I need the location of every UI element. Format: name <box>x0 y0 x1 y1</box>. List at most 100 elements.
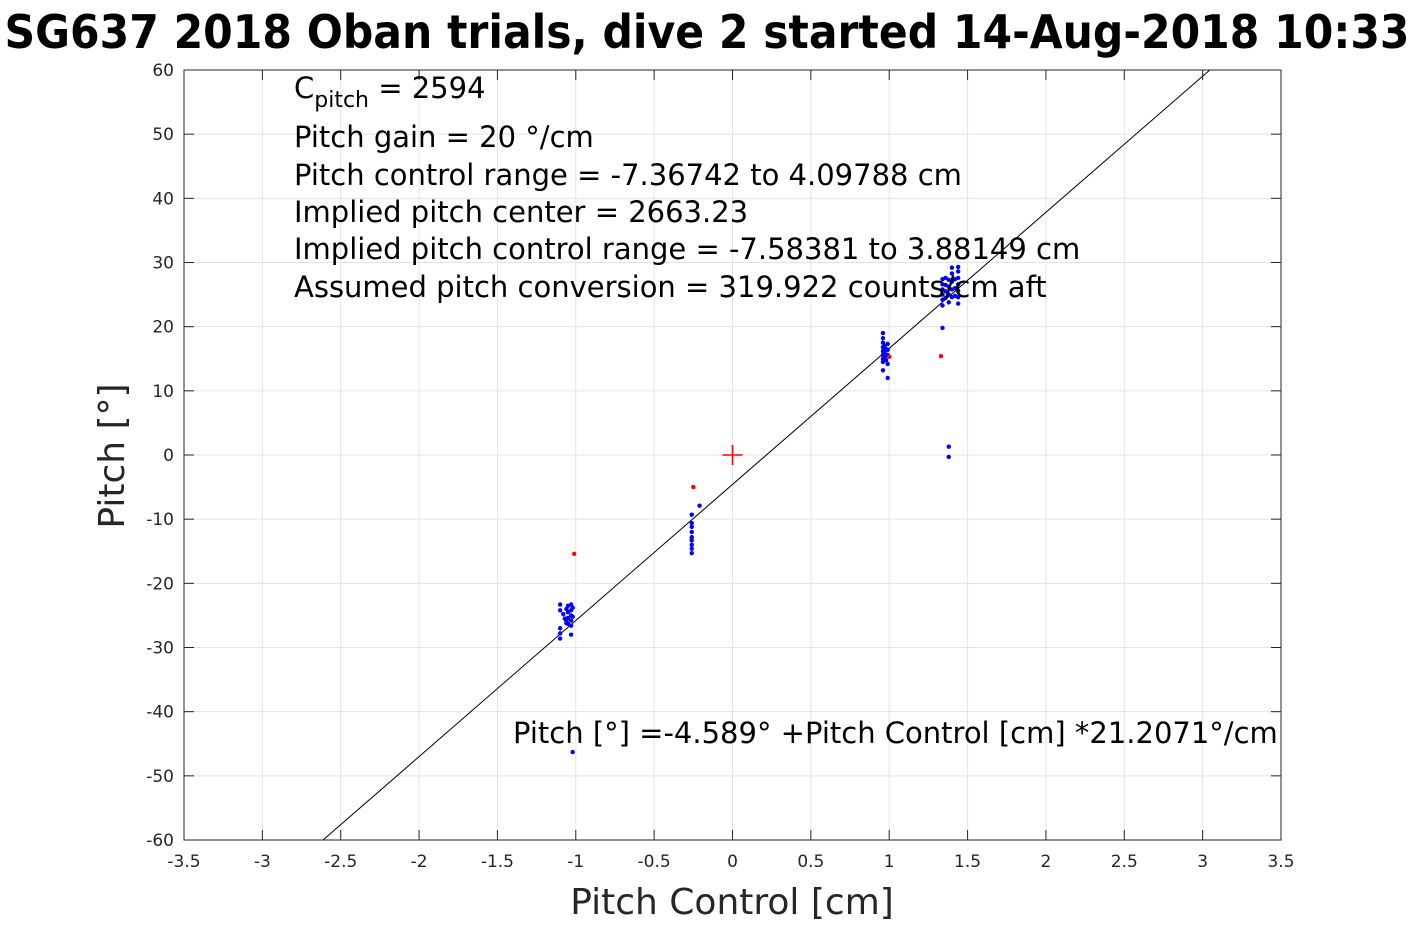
data-point-blue <box>940 303 945 308</box>
data-point-blue <box>946 300 951 305</box>
data-point-blue <box>885 375 890 381</box>
data-point-blue <box>689 529 694 535</box>
c-pitch-value: = 2594 <box>369 71 486 105</box>
y-axis-label: Pitch [°] <box>92 383 133 528</box>
data-point-blue <box>955 282 961 287</box>
data-point-blue <box>557 602 563 607</box>
data-point-red <box>887 354 892 360</box>
data-point-blue <box>949 279 955 284</box>
data-point-blue <box>946 454 951 460</box>
data-point-blue <box>955 269 961 274</box>
data-point-blue <box>955 275 961 281</box>
data-point-blue <box>885 341 890 347</box>
data-point-blue <box>940 292 945 297</box>
data-point-blue <box>570 749 575 755</box>
data-point-blue <box>689 550 694 556</box>
annotation-implied-pitch-control-range: Implied pitch control range = -7.58381 t… <box>294 232 1080 266</box>
c-pitch-subscript: pitch <box>314 88 369 113</box>
center-marker <box>722 445 743 465</box>
data-point-blue <box>949 265 955 270</box>
data-point-blue <box>883 357 889 363</box>
data-point-blue <box>568 618 574 623</box>
x-tick-label: 2 <box>1041 852 1052 872</box>
data-point-blue <box>689 512 694 517</box>
data-point-blue <box>689 538 694 543</box>
data-point-blue <box>697 503 702 508</box>
data-point-blue <box>946 292 951 297</box>
data-point-blue <box>557 636 563 641</box>
x-tick-label: -3 <box>254 852 271 872</box>
x-tick-label: -1.5 <box>481 852 514 872</box>
data-point-blue <box>946 444 951 449</box>
y-tick-label: 20 <box>152 318 174 338</box>
annotation-pitch-control-range: Pitch control range = -7.36742 to 4.0978… <box>294 158 962 192</box>
data-point-blue <box>561 611 566 617</box>
data-points <box>557 264 961 755</box>
x-tick-label: 0 <box>727 852 738 872</box>
data-point-blue <box>570 614 575 619</box>
x-tick-label: 1.5 <box>954 852 981 872</box>
data-point-blue <box>949 271 955 276</box>
data-point-red <box>691 484 696 490</box>
data-point-blue <box>952 285 958 291</box>
data-point-blue <box>689 534 694 540</box>
y-tick-label: 30 <box>152 254 174 274</box>
data-point-blue <box>880 368 886 373</box>
x-tick-label: 3.5 <box>1267 852 1294 872</box>
data-point-blue <box>955 288 961 293</box>
y-tick-label: 40 <box>152 189 174 209</box>
y-tick-label: 60 <box>152 61 174 81</box>
x-tick-label: 2.5 <box>1111 852 1138 872</box>
x-tick-label: -0.5 <box>638 852 671 872</box>
data-point-blue <box>940 325 945 331</box>
x-tick-label: 1 <box>884 852 895 872</box>
y-tick-label: -10 <box>146 510 174 530</box>
data-point-red <box>938 353 944 359</box>
y-tick-label: -20 <box>146 574 174 594</box>
data-point-blue <box>880 330 886 336</box>
y-tick-label: -60 <box>146 831 174 851</box>
data-point-blue <box>557 631 563 636</box>
data-point-blue <box>565 615 571 621</box>
y-tick-label: -40 <box>146 703 174 723</box>
x-tick-label: -2.5 <box>324 852 357 872</box>
data-point-blue <box>955 264 961 270</box>
data-point-blue <box>689 546 694 551</box>
annotation-implied-pitch-center: Implied pitch center = 2663.23 <box>294 195 748 229</box>
x-tick-label: -3.5 <box>167 852 200 872</box>
data-point-blue <box>885 347 890 352</box>
x-tick-label: 3 <box>1197 852 1208 872</box>
data-point-red <box>572 551 577 557</box>
x-axis-label: Pitch Control [cm] <box>570 882 894 923</box>
data-point-blue <box>955 294 961 300</box>
c-pitch-symbol: C <box>294 71 314 105</box>
fit-equation: Pitch [°] =-4.589° +Pitch Control [cm] *… <box>513 716 1278 750</box>
data-point-blue <box>689 520 694 526</box>
data-point-blue <box>943 295 948 300</box>
data-point-blue <box>689 524 694 530</box>
annotation-block: Cpitch = 2594 Pitch gain = 20 °/cm Pitch… <box>294 71 1080 304</box>
data-point-blue <box>885 361 890 367</box>
axis-ticks: -3.5 -3 -2.5 -2 -1.5 -1 -0.5 0 0.5 1 1.5 2 2.5 3 3.5 60… <box>146 61 1294 872</box>
y-tick-label: 10 <box>152 382 174 402</box>
y-tick-label: -50 <box>146 767 174 787</box>
data-point-blue <box>880 336 886 341</box>
annotation-assumed-pitch-conversion: Assumed pitch conversion = 319.922 count… <box>294 270 1047 304</box>
y-tick-label: 0 <box>163 446 174 466</box>
x-tick-label: -1 <box>567 852 584 872</box>
data-point-blue <box>568 623 574 628</box>
data-point-blue <box>570 605 575 610</box>
y-tick-label: -30 <box>146 639 174 659</box>
annotation-c-pitch: Cpitch = 2594 <box>294 71 486 113</box>
y-tick-label: 50 <box>152 125 174 145</box>
data-point-blue <box>557 608 563 613</box>
chart-title: SG637 2018 Oban trials, dive 2 started 1… <box>5 5 1410 59</box>
data-point-blue <box>557 626 563 631</box>
data-point-blue <box>943 289 948 294</box>
x-tick-label: 0.5 <box>797 852 824 872</box>
data-point-blue <box>568 632 574 637</box>
data-point-blue <box>689 542 694 548</box>
fit-line <box>322 69 1211 841</box>
data-point-blue <box>955 301 961 306</box>
